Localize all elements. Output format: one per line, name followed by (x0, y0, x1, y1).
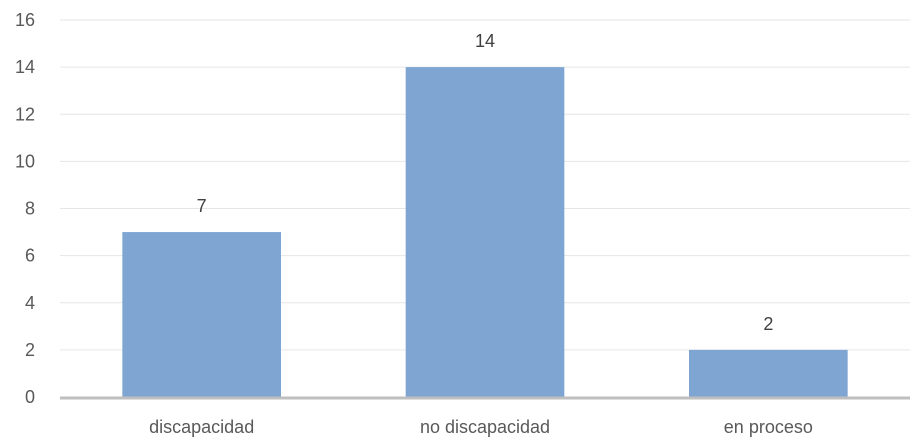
y-axis-ticks: 0 2 4 6 8 10 12 14 16 (15, 10, 35, 407)
y-tick-label: 2 (25, 340, 35, 360)
y-tick-label: 10 (15, 151, 35, 171)
data-label: 7 (197, 196, 207, 216)
y-tick-label: 4 (25, 293, 35, 313)
y-tick-label: 0 (25, 387, 35, 407)
bar (405, 67, 565, 397)
bar (689, 349, 848, 397)
y-tick-label: 14 (15, 57, 35, 77)
x-category-label: no discapacidad (420, 417, 550, 437)
x-category-label: en proceso (724, 417, 813, 437)
bars (122, 67, 848, 397)
y-tick-label: 12 (15, 104, 35, 124)
data-label: 14 (475, 31, 495, 51)
y-tick-label: 6 (25, 246, 35, 266)
x-category-label: discapacidad (149, 417, 254, 437)
data-labels: 7 14 2 (197, 31, 774, 334)
y-tick-label: 16 (15, 10, 35, 30)
data-label: 2 (763, 314, 773, 334)
x-axis-categories: discapacidad no discapacidad en proceso (149, 417, 813, 437)
y-tick-label: 8 (25, 199, 35, 219)
bar (122, 232, 281, 397)
